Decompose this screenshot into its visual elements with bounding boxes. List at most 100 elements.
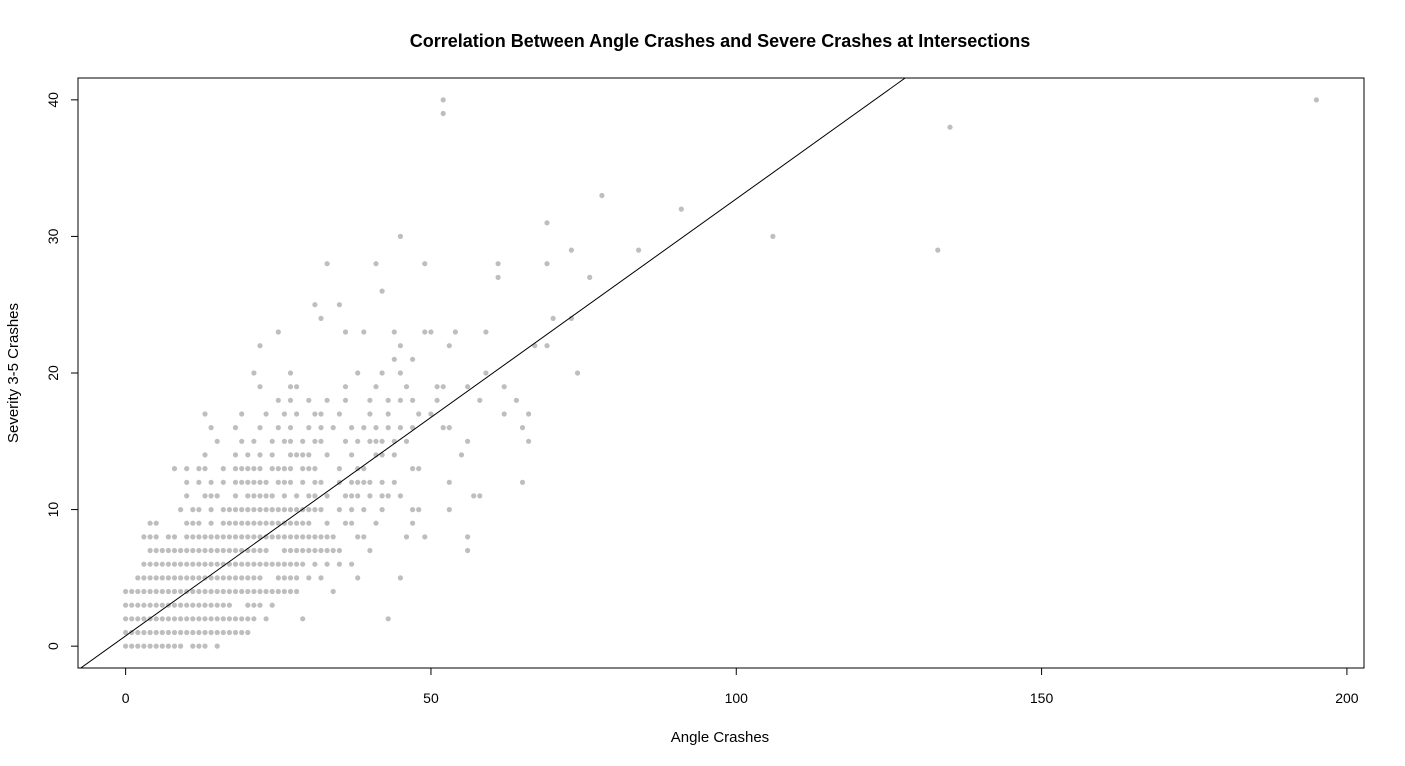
data-point bbox=[208, 479, 214, 485]
data-point bbox=[281, 534, 287, 540]
data-point bbox=[214, 493, 220, 499]
data-point bbox=[251, 520, 257, 526]
data-point bbox=[232, 547, 239, 554]
data-point bbox=[361, 329, 367, 335]
data-point bbox=[385, 397, 391, 403]
data-point bbox=[312, 561, 318, 567]
data-point bbox=[232, 507, 239, 513]
data-point bbox=[190, 616, 196, 622]
data-point bbox=[287, 438, 294, 444]
data-point bbox=[269, 452, 275, 458]
data-point bbox=[202, 547, 208, 554]
data-point bbox=[574, 370, 581, 376]
data-point bbox=[367, 411, 373, 417]
data-point bbox=[257, 561, 263, 567]
y-tick-label: 40 bbox=[45, 92, 61, 108]
data-point bbox=[208, 520, 214, 526]
data-point bbox=[135, 575, 141, 581]
data-point bbox=[190, 520, 196, 526]
data-point bbox=[159, 629, 165, 636]
data-point bbox=[226, 520, 232, 526]
data-point bbox=[202, 493, 208, 499]
data-point bbox=[306, 547, 312, 554]
data-point bbox=[287, 397, 294, 403]
data-point bbox=[294, 384, 300, 390]
data-point bbox=[239, 616, 245, 622]
data-point bbox=[190, 561, 196, 567]
data-point bbox=[147, 629, 153, 636]
data-point bbox=[147, 602, 153, 608]
data-point bbox=[300, 534, 306, 540]
data-point bbox=[202, 561, 208, 567]
data-point bbox=[465, 547, 471, 554]
data-point bbox=[403, 384, 410, 390]
data-point bbox=[349, 425, 355, 431]
data-point bbox=[232, 561, 239, 567]
data-point bbox=[269, 466, 275, 472]
data-point bbox=[141, 575, 147, 581]
data-point bbox=[202, 629, 208, 636]
data-point bbox=[636, 247, 642, 253]
data-point bbox=[184, 629, 190, 636]
data-point bbox=[232, 452, 239, 458]
data-point bbox=[141, 643, 147, 649]
data-point bbox=[190, 602, 196, 608]
data-point bbox=[367, 479, 373, 485]
data-point bbox=[349, 561, 355, 567]
data-point bbox=[239, 629, 245, 636]
data-point bbox=[318, 411, 324, 417]
data-point bbox=[245, 561, 251, 567]
data-point bbox=[367, 547, 373, 554]
data-point bbox=[287, 466, 294, 472]
data-point bbox=[312, 466, 318, 472]
data-point bbox=[147, 520, 153, 526]
data-point bbox=[294, 411, 300, 417]
data-point bbox=[269, 493, 275, 499]
data-point bbox=[245, 479, 251, 485]
data-point bbox=[312, 507, 318, 513]
data-point bbox=[281, 507, 287, 513]
data-point bbox=[257, 466, 263, 472]
data-point bbox=[281, 588, 287, 595]
data-point bbox=[269, 534, 275, 540]
data-point bbox=[275, 575, 281, 581]
data-point bbox=[141, 616, 147, 622]
data-point bbox=[171, 602, 178, 608]
data-point bbox=[287, 547, 294, 554]
data-point bbox=[269, 520, 275, 526]
data-point bbox=[165, 643, 171, 649]
data-point bbox=[287, 479, 294, 485]
data-point bbox=[550, 315, 556, 321]
data-point bbox=[190, 643, 196, 649]
data-point bbox=[239, 479, 245, 485]
data-point bbox=[342, 329, 349, 335]
data-point bbox=[526, 411, 532, 417]
data-point bbox=[190, 575, 196, 581]
data-point bbox=[483, 329, 489, 335]
plot-area bbox=[77, 77, 1365, 669]
data-point bbox=[239, 411, 245, 417]
data-point bbox=[300, 561, 306, 567]
data-point bbox=[165, 616, 171, 622]
data-point bbox=[178, 588, 184, 595]
data-point bbox=[178, 629, 184, 636]
data-point bbox=[379, 493, 385, 499]
data-point bbox=[416, 411, 422, 417]
data-point bbox=[220, 520, 226, 526]
data-point bbox=[306, 493, 312, 499]
data-point bbox=[373, 425, 379, 431]
data-point bbox=[342, 384, 349, 390]
data-point bbox=[349, 520, 355, 526]
data-point bbox=[318, 547, 324, 554]
data-point bbox=[257, 547, 263, 554]
data-point bbox=[477, 397, 483, 403]
data-point bbox=[318, 425, 324, 431]
data-point bbox=[300, 438, 306, 444]
data-point bbox=[257, 507, 263, 513]
data-point bbox=[190, 588, 196, 595]
data-point bbox=[184, 602, 190, 608]
data-point bbox=[947, 124, 953, 130]
data-point bbox=[373, 261, 379, 267]
data-point bbox=[330, 588, 336, 595]
data-point bbox=[275, 507, 281, 513]
